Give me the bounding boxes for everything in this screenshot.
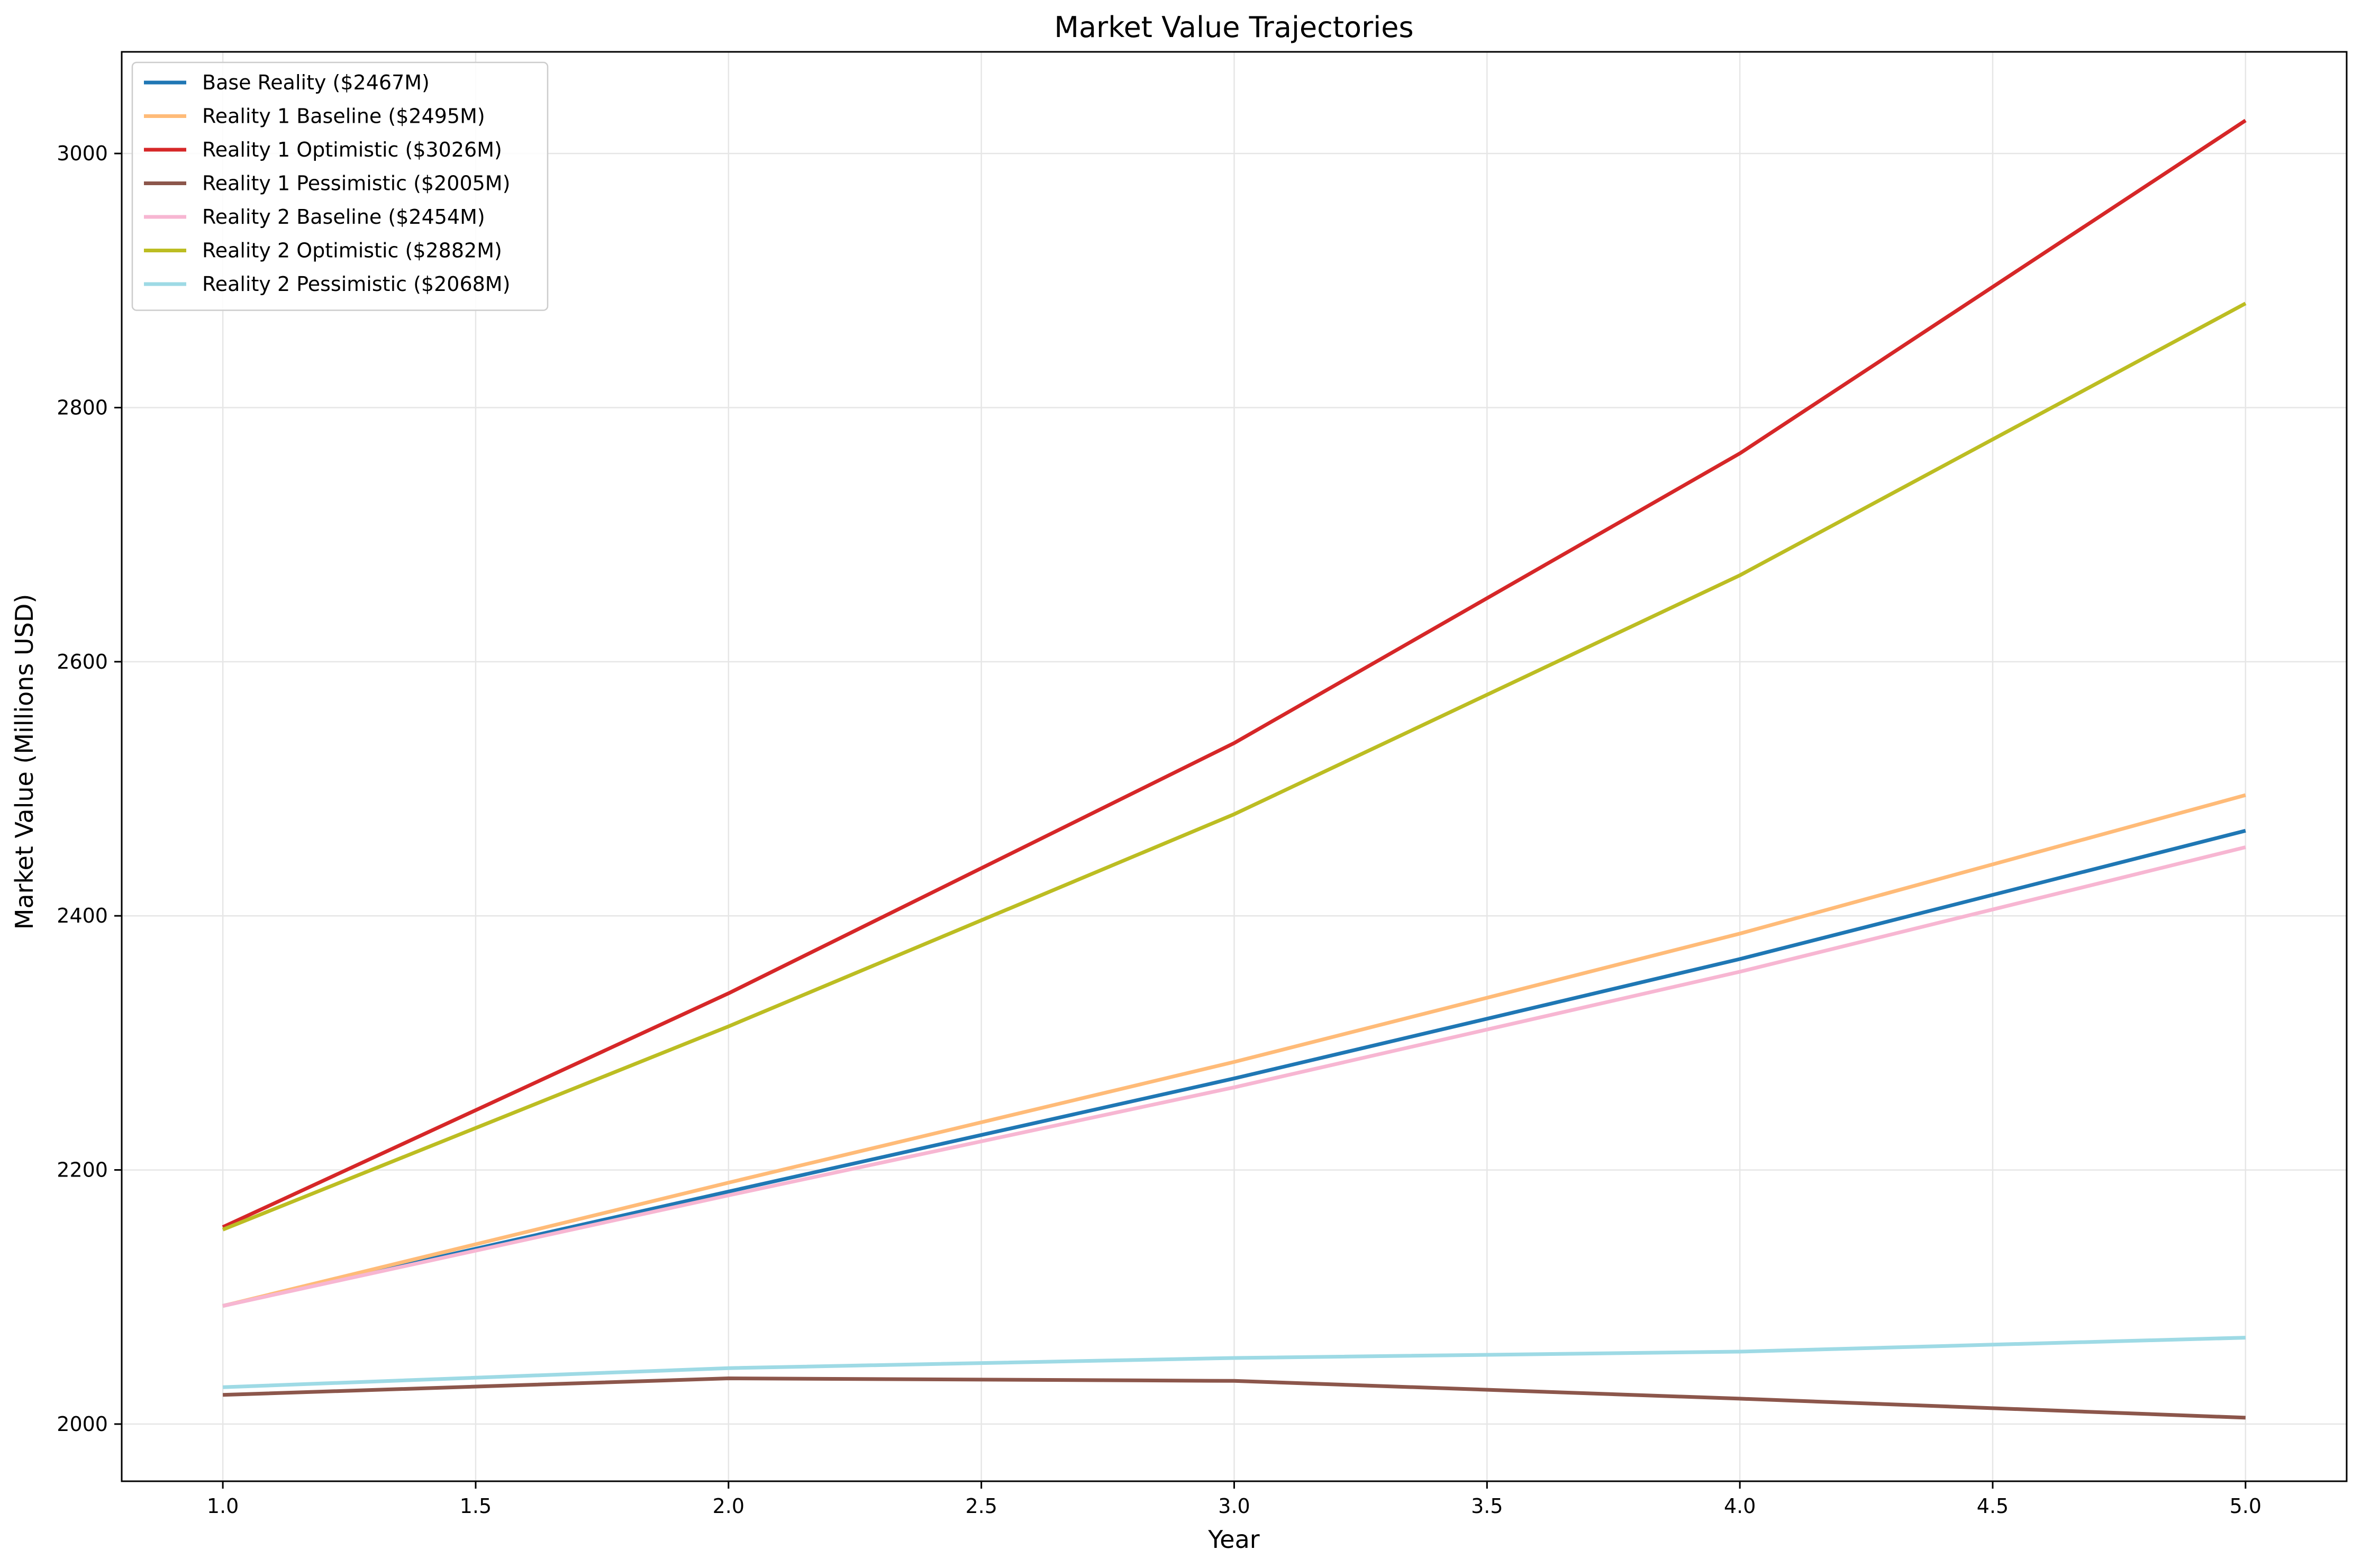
x-tick-label: 2.0 [713, 1494, 744, 1518]
x-tick-label: 1.5 [460, 1494, 492, 1518]
x-tick-label: 5.0 [2230, 1494, 2261, 1518]
y-tick-label: 2600 [57, 650, 108, 673]
series-line-4 [222, 1376, 2246, 1420]
x-tick-label: 2.5 [965, 1494, 997, 1518]
legend-entry-2: Reality 1 Baseline ($2495M) [202, 105, 485, 128]
y-tick-label: 2800 [57, 396, 108, 419]
x-tick-label: 4.0 [1724, 1494, 1756, 1518]
legend: Base Reality ($2467M) Reality 1 Baseline … [131, 61, 549, 311]
series-lines [222, 118, 2247, 1420]
legend-box [131, 61, 549, 311]
series-line-1 [222, 828, 2246, 1308]
y-tick-label: 3000 [57, 142, 108, 165]
x-axis-label: Year [1207, 1525, 1259, 1554]
series-line-6 [222, 302, 2247, 1232]
series-line-2 [222, 793, 2246, 1308]
legend-entry-5: Reality 2 Baseline ($2454M) [202, 205, 485, 229]
y-tick-label: 2200 [57, 1159, 108, 1182]
x-tick-label: 3.0 [1218, 1494, 1250, 1518]
x-tick-label: 4.5 [1977, 1494, 2009, 1518]
axis-ticks: 1.0 1.5 2.0 2.5 3.0 3.5 4.0 4.5 5.0 2000 2200 2400 2… [57, 142, 2261, 1518]
legend-entry-6: Reality 2 Optimistic ($2882M) [202, 239, 502, 262]
x-tick-label: 1.0 [207, 1494, 239, 1518]
y-tick-label: 2400 [57, 904, 108, 927]
series-line-5 [222, 845, 2246, 1308]
series-line-7 [222, 1336, 2246, 1389]
series-line-3 [222, 118, 2247, 1229]
grid [122, 52, 2347, 1481]
chart-title: Market Value Trajectories [1054, 11, 1413, 44]
legend-entry-1: Base Reality ($2467M) [202, 71, 430, 94]
y-tick-label: 2000 [57, 1412, 108, 1436]
legend-entry-7: Reality 2 Pessimistic ($2068M) [202, 272, 510, 296]
y-axis-label: Market Value (Millions USD) [10, 594, 39, 930]
legend-entry-4: Reality 1 Pessimistic ($2005M) [202, 172, 510, 195]
legend-entry-3: Reality 1 Optimistic ($3026M) [202, 138, 502, 161]
x-tick-label: 3.5 [1471, 1494, 1503, 1518]
